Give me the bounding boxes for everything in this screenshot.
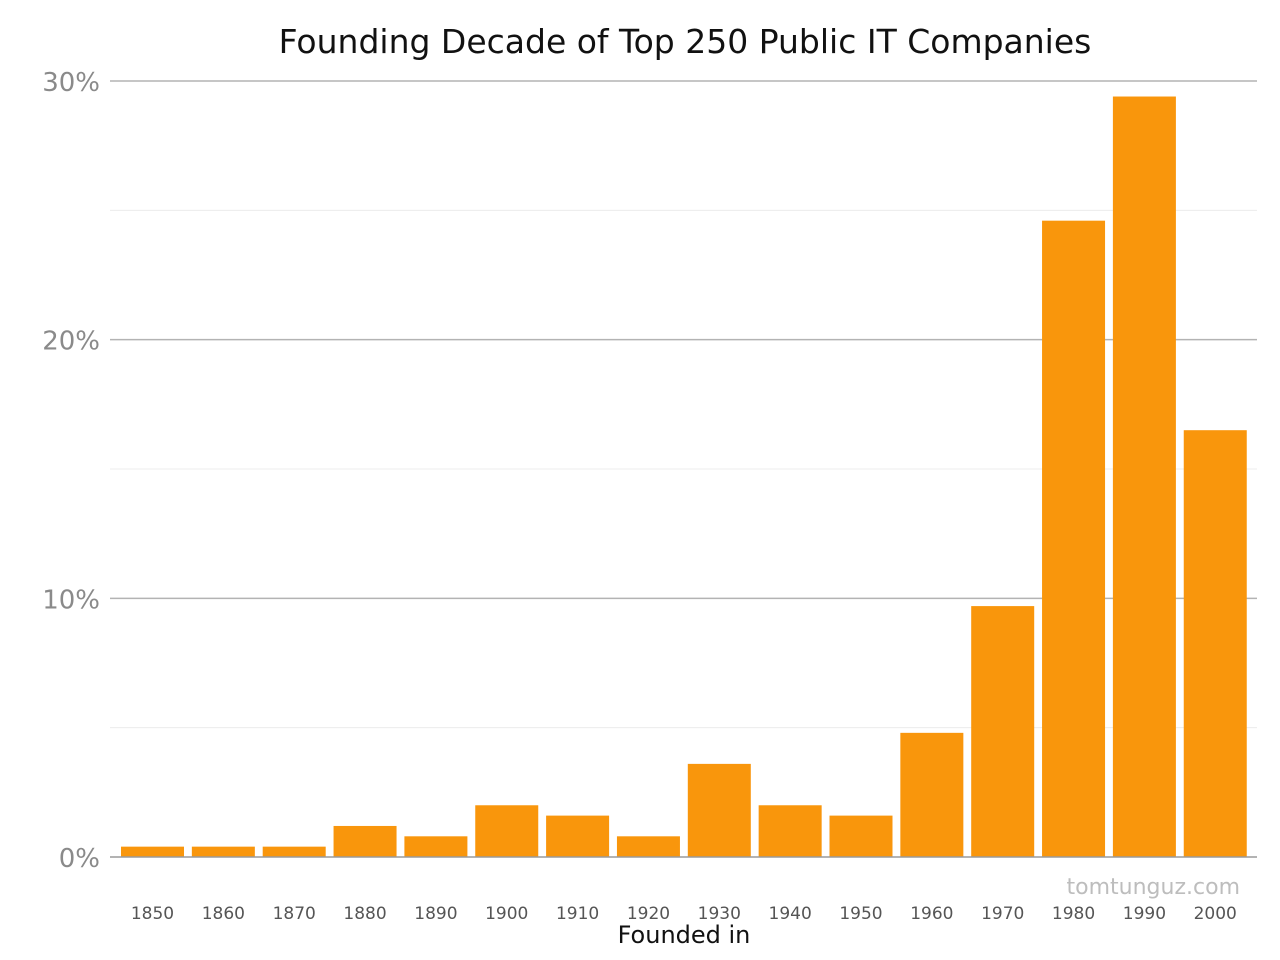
bar-1850 bbox=[121, 846, 184, 857]
y-tick-label: 30% bbox=[42, 68, 100, 98]
x-tick-label: 1940 bbox=[769, 904, 812, 924]
x-tick-label: 1850 bbox=[131, 904, 174, 924]
bar-1950 bbox=[829, 815, 893, 857]
bar-1870 bbox=[262, 846, 326, 857]
x-tick-label: 1910 bbox=[556, 904, 599, 924]
bars bbox=[121, 96, 1247, 857]
y-tick-label: 0% bbox=[59, 844, 100, 874]
chart-title: Founding Decade of Top 250 Public IT Com… bbox=[279, 22, 1092, 61]
bar-1860 bbox=[191, 846, 255, 857]
y-tick-label: 10% bbox=[42, 585, 100, 615]
bar-1970 bbox=[971, 606, 1035, 857]
x-axis-label: Founded in bbox=[618, 921, 751, 949]
bar-2000 bbox=[1183, 430, 1247, 857]
x-tick-label: 1980 bbox=[1052, 904, 1095, 924]
x-tick-label: 1950 bbox=[839, 904, 882, 924]
x-tick-label: 1860 bbox=[202, 904, 245, 924]
x-tick-label: 1960 bbox=[910, 904, 953, 924]
watermark: tomtunguz.com bbox=[1067, 875, 1240, 900]
y-tick-label: 20% bbox=[42, 327, 100, 357]
x-tick-label: 2000 bbox=[1194, 904, 1237, 924]
bar-1940 bbox=[758, 805, 822, 857]
bar-1890 bbox=[404, 836, 468, 857]
bar-1920 bbox=[616, 836, 680, 857]
x-tick-label: 1900 bbox=[485, 904, 528, 924]
x-tick-label: 1990 bbox=[1123, 904, 1166, 924]
x-tick-label: 1890 bbox=[414, 904, 457, 924]
bar-1980 bbox=[1042, 220, 1106, 857]
x-axis-tick-labels: 1850 1860 1870 1880 1890 1900 1910 1920 1930 1940… bbox=[131, 904, 1237, 924]
bar-1910 bbox=[546, 815, 610, 857]
x-tick-label: 1930 bbox=[698, 904, 741, 924]
bar-1990 bbox=[1112, 96, 1176, 857]
y-axis-tick-labels: 0% 10% 20% 30% bbox=[42, 68, 100, 874]
x-tick-label: 1920 bbox=[627, 904, 670, 924]
bar-1880 bbox=[333, 825, 397, 857]
x-tick-label: 1880 bbox=[343, 904, 386, 924]
bar-1930 bbox=[687, 763, 751, 857]
x-tick-label: 1870 bbox=[273, 904, 316, 924]
x-tick-label: 1970 bbox=[981, 904, 1024, 924]
bar-1960 bbox=[900, 732, 964, 857]
bar-1900 bbox=[475, 805, 539, 857]
